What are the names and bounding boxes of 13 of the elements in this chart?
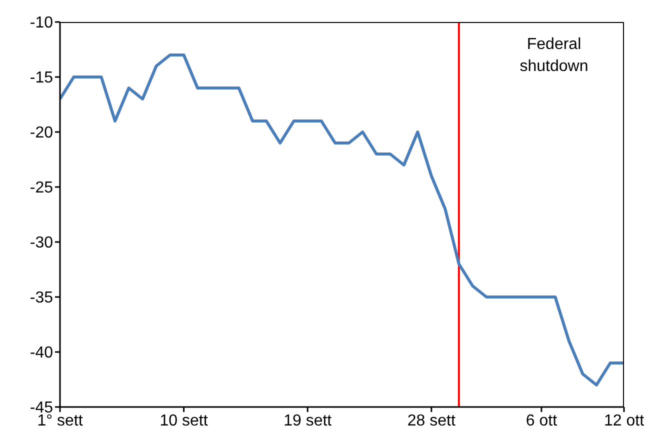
x-tick-label: 19 sett xyxy=(284,412,332,430)
y-tick-label: -35 xyxy=(30,290,54,307)
y-tick-label: -40 xyxy=(30,344,54,362)
x-tick-label: 12 ott xyxy=(604,412,645,430)
y-tick-label: -15 xyxy=(30,70,54,87)
y-tick-label: -30 xyxy=(30,234,54,252)
y-tick-label: -10 xyxy=(30,14,54,32)
annotation: Federal shutdown xyxy=(518,35,590,77)
x-tick-label: 10 sett xyxy=(160,412,208,430)
x-tick-label: 28 sett xyxy=(407,412,456,430)
x-tick-label: 6 ott xyxy=(526,412,558,430)
y-tick-label: -20 xyxy=(30,124,54,142)
y-tick-label: -25 xyxy=(30,180,54,197)
